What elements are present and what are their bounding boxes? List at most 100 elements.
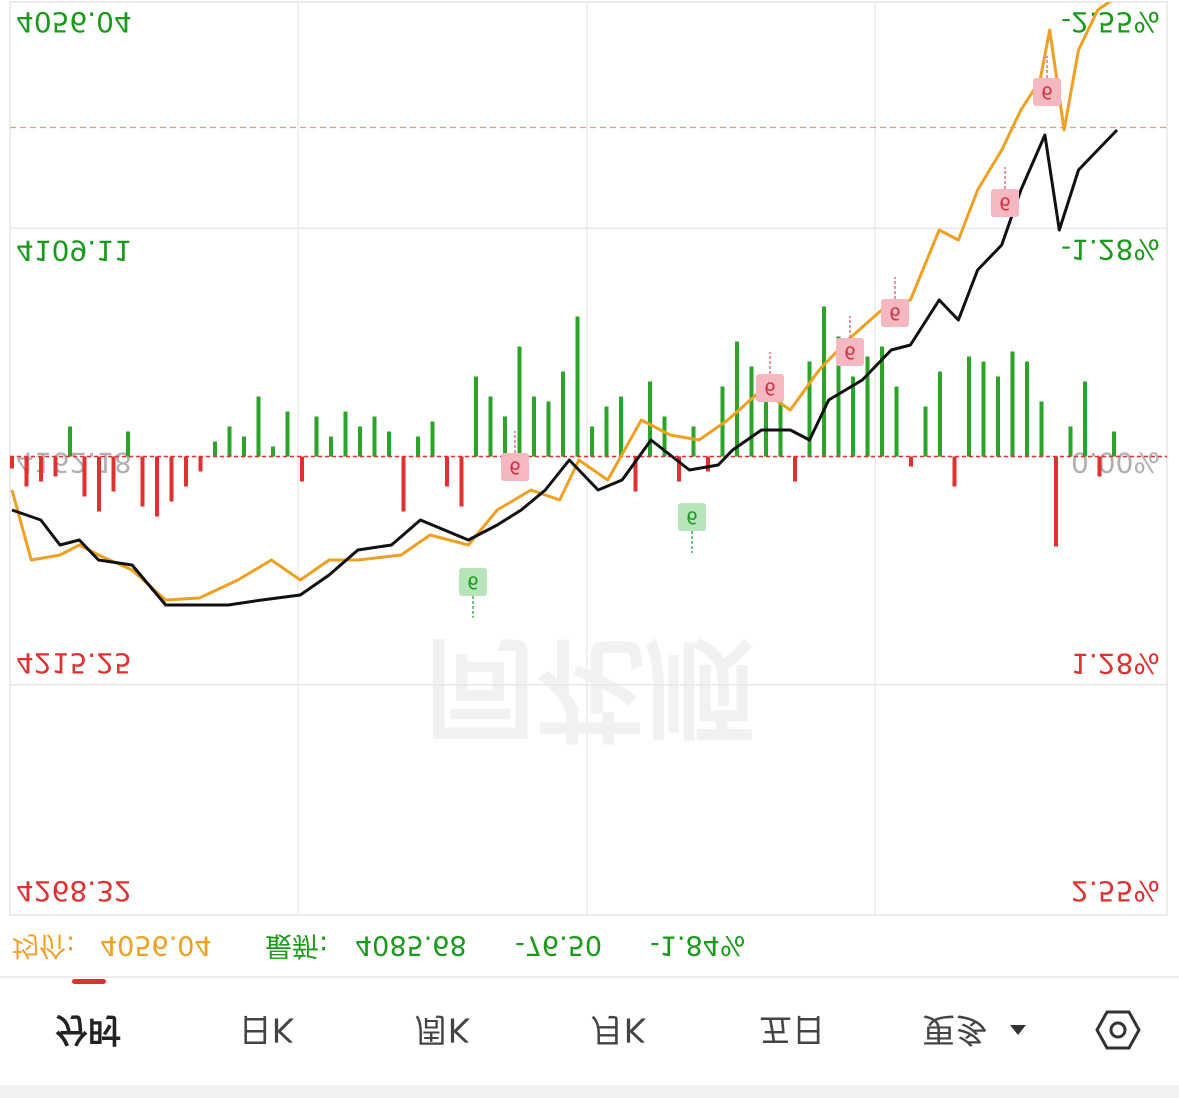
bar: [938, 371, 942, 457]
signal-flag: [836, 338, 864, 366]
bar: [575, 316, 580, 457]
bar: [285, 411, 290, 457]
bar: [720, 386, 725, 457]
bar: [836, 336, 841, 457]
settings-icon[interactable]: [1095, 1010, 1141, 1050]
tab[interactable]: 分时: [55, 1011, 121, 1050]
bar: [300, 456, 304, 482]
bar: [329, 436, 333, 457]
bar: [39, 456, 43, 482]
bar: [865, 356, 870, 457]
bar: [111, 456, 116, 492]
bar: [213, 441, 217, 457]
y2-tick-label: -2.55%: [1061, 6, 1160, 39]
bar: [474, 376, 478, 457]
series-line: [10, 2, 1112, 602]
tab[interactable]: 五日: [759, 1011, 825, 1050]
bar: [416, 436, 420, 457]
bar: [880, 346, 884, 457]
bar: [459, 456, 464, 507]
bar: [53, 456, 58, 477]
bar: [1068, 426, 1073, 457]
tab[interactable]: 更多: [922, 1011, 988, 1050]
bar: [372, 416, 377, 457]
latest-value: 4085.68: [355, 930, 467, 961]
bar: [184, 456, 188, 487]
signal-label: 6: [764, 378, 775, 399]
bar: [68, 426, 72, 457]
bar: [604, 406, 609, 457]
bar: [97, 456, 101, 512]
bar: [517, 346, 522, 457]
bar: [909, 456, 913, 467]
avg-label: 均价:: [12, 930, 75, 961]
bar: [749, 366, 754, 457]
bar: [735, 341, 739, 457]
bar: [1039, 401, 1044, 457]
signal-label: 6: [467, 572, 478, 593]
bar: [169, 456, 174, 502]
watermark: 同花顺: [425, 624, 755, 752]
tab[interactable]: 月K: [591, 1011, 647, 1050]
bar: [1054, 456, 1058, 547]
bar: [1010, 351, 1015, 457]
signal-label: 6: [1041, 82, 1052, 103]
bar: [662, 416, 667, 457]
bar: [1083, 381, 1087, 457]
signal-flag: [459, 568, 487, 596]
signal-flag: [756, 374, 784, 402]
bar: [619, 396, 623, 457]
bar: [401, 456, 406, 512]
bar: [793, 456, 797, 482]
y-tick-label: 4056.04: [16, 6, 132, 39]
bar: [140, 456, 145, 507]
bar: [706, 456, 710, 472]
bar: [807, 361, 812, 457]
bar: [271, 446, 275, 457]
y2-tick-label: 2.55%: [1071, 875, 1160, 908]
bar: [633, 456, 638, 492]
bar: [126, 431, 130, 457]
signal-flag: [678, 503, 706, 531]
bar: [445, 456, 449, 487]
bar: [1097, 456, 1102, 477]
bar: [1025, 361, 1029, 457]
y2-tick-label: 1.28%: [1071, 647, 1160, 680]
bar: [952, 456, 957, 487]
bar: [894, 386, 899, 457]
bar: [967, 356, 971, 457]
signal-label: 6: [686, 507, 697, 528]
signal-label: 6: [889, 303, 900, 324]
tab-bar: 分时 日K 周K 月K 五日 更多: [55, 979, 1141, 1050]
bar: [82, 456, 87, 497]
series-line: [11, 128, 1119, 607]
bar: [10, 456, 14, 469]
bar: [677, 456, 681, 482]
bar: [532, 396, 536, 457]
bottom-strip: [0, 1085, 1179, 1098]
bar: [981, 361, 986, 457]
bar: [822, 306, 826, 457]
bar: [590, 426, 594, 457]
change: -76.50: [515, 930, 602, 961]
signal-flag: [1033, 78, 1061, 106]
bar: [923, 406, 928, 457]
bar: [198, 456, 203, 472]
bar: [488, 396, 493, 457]
tab[interactable]: 日K: [239, 1011, 295, 1050]
signal-flag: [991, 189, 1019, 217]
bar: [561, 371, 565, 457]
bar: [24, 456, 29, 487]
active-indicator: [72, 979, 106, 984]
bar: [314, 416, 319, 457]
bar: [155, 456, 159, 517]
chart-frame: [9, 1, 1168, 916]
bar: [343, 411, 348, 457]
dropdown-arrow: [1010, 1025, 1026, 1035]
avg-value: 4056.04: [100, 930, 212, 961]
tab[interactable]: 周K: [415, 1011, 471, 1050]
bar: [778, 376, 783, 457]
signal-flag: [501, 453, 529, 481]
